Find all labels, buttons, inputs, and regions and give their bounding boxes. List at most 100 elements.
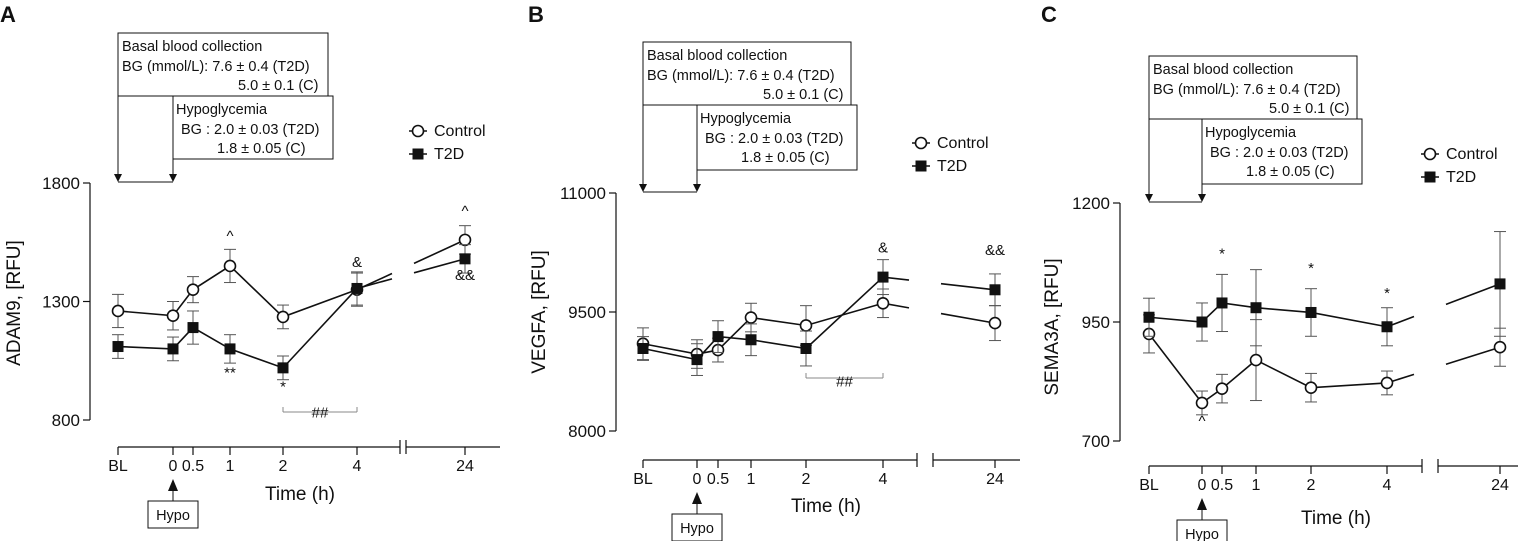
basal-bg-control: 5.0 ± 0.1 (C)	[238, 78, 319, 94]
significance-label: ##	[836, 374, 853, 391]
data-point-t2d	[1196, 316, 1208, 328]
series-line	[940, 312, 996, 324]
legend-t2d-label: T2D	[434, 146, 464, 163]
panel-letter: C	[1041, 2, 1057, 27]
x-tick-label: BL	[633, 471, 653, 488]
significance-label: ^	[1198, 413, 1205, 430]
data-point-control	[988, 316, 1002, 330]
x-tick-label: 0.5	[182, 458, 204, 475]
significance-label: *	[280, 379, 286, 396]
basal-bg-control: 5.0 ± 0.1 (C)	[763, 87, 844, 103]
y-tick-label: 700	[1082, 432, 1110, 451]
basal-bg-t2d: BG (mmol/L): 7.6 ± 0.4 (T2D)	[647, 68, 835, 84]
series-line	[117, 264, 358, 318]
x-tick-label: 4	[1383, 477, 1392, 494]
series-t2d	[1143, 231, 1506, 347]
hypo-bg-t2d: BG : 2.0 ± 0.03 (T2D)	[1210, 145, 1349, 161]
hypo-label: Hypo	[680, 521, 714, 537]
y-tick-label: 9500	[568, 303, 606, 322]
hypo-bg-t2d: BG : 2.0 ± 0.03 (T2D)	[181, 122, 320, 138]
significance-label: *	[1384, 285, 1390, 302]
data-point-t2d	[224, 343, 236, 355]
series-control	[1142, 314, 1507, 416]
series-line	[1445, 283, 1501, 306]
data-point-t2d	[1494, 278, 1506, 290]
x-tick-label: 4	[353, 458, 362, 475]
timeline-arrow-icon	[1198, 194, 1206, 202]
data-point-t2d	[277, 362, 289, 374]
x-tick-label: BL	[108, 458, 128, 475]
legend-t2d-marker	[915, 160, 927, 172]
hypo-arrow-icon	[1197, 498, 1207, 510]
data-point-t2d	[745, 334, 757, 346]
legend-control-marker	[411, 124, 425, 138]
panel-letter: B	[528, 2, 544, 27]
timeline-arrow-icon	[693, 184, 701, 192]
basal-info-box	[642, 41, 852, 106]
hypo-title: Hypoglycemia	[176, 102, 268, 118]
basal-title: Basal blood collection	[122, 39, 262, 55]
panel-adam9: A ADAM9, [RFU] Time (h) 800 1300 1800 BL 0 0.…	[0, 2, 500, 529]
basal-title: Basal blood collection	[1153, 62, 1293, 78]
timeline-arrow-icon	[114, 174, 122, 182]
x-tick-label: 4	[879, 471, 888, 488]
series-line	[1445, 346, 1501, 366]
series-line	[642, 302, 884, 355]
significance-label: &	[878, 240, 888, 257]
legend-t2d-marker	[1424, 171, 1436, 183]
data-point-control	[1249, 353, 1263, 367]
series-line	[413, 258, 466, 274]
series-line	[356, 278, 393, 290]
series-control	[111, 225, 472, 331]
y-tick-label: 11000	[560, 184, 606, 203]
hypo-bg-t2d: BG : 2.0 ± 0.03 (T2D)	[705, 131, 844, 147]
data-point-t2d	[712, 331, 724, 343]
data-point-control	[1195, 396, 1209, 410]
data-point-t2d	[459, 253, 471, 265]
data-point-t2d	[1250, 302, 1262, 314]
x-axis-label: Time (h)	[791, 496, 861, 517]
hypo-label-box	[1176, 519, 1228, 541]
series-control	[636, 288, 1002, 369]
hypo-info-box	[1201, 118, 1363, 185]
x-axis-label: Time (h)	[265, 484, 335, 505]
x-tick-label: 1	[747, 471, 756, 488]
x-tick-label: 2	[1307, 477, 1316, 494]
data-point-t2d	[691, 354, 703, 366]
panel-letter: A	[0, 2, 16, 27]
y-tick-label: 8000	[568, 422, 606, 441]
data-point-control	[744, 311, 758, 324]
legend-control-label: Control	[937, 135, 989, 152]
x-tick-label: 0.5	[1211, 477, 1233, 494]
hypo-label: Hypo	[156, 508, 190, 524]
legend-t2d-marker	[412, 148, 424, 160]
y-tick-label: 1800	[42, 174, 80, 193]
data-point-control	[1493, 340, 1507, 354]
data-point-control	[223, 259, 237, 273]
x-tick-label: 0	[693, 471, 702, 488]
data-point-control	[166, 309, 180, 323]
timeline-arrow-icon	[1145, 194, 1153, 202]
data-point-t2d	[989, 284, 1001, 296]
x-tick-label: 2	[279, 458, 288, 475]
significance-label: **	[224, 364, 236, 381]
data-point-t2d	[187, 322, 199, 334]
series-line	[1148, 333, 1388, 405]
significance-label: &&	[985, 242, 1005, 259]
data-point-t2d	[637, 342, 649, 354]
series-line	[413, 239, 466, 265]
legend-control-label: Control	[434, 123, 486, 140]
data-point-t2d	[167, 343, 179, 355]
x-tick-label: BL	[1139, 477, 1159, 494]
hypo-title: Hypoglycemia	[1205, 125, 1297, 141]
x-tick-label: 0.5	[707, 471, 729, 488]
x-tick-label: 24	[986, 471, 1004, 488]
basal-info-box	[1148, 55, 1358, 120]
data-point-control	[1215, 382, 1229, 395]
hypo-bg-control: 1.8 ± 0.05 (C)	[1246, 164, 1335, 180]
panel-sema3a: C SEMA3A, [RFU] Time (h) 700 950 1200 BL 0 0.…	[1041, 2, 1518, 541]
x-tick-label: 24	[456, 458, 474, 475]
significance-label: *	[1308, 260, 1314, 277]
y-axis-label: SEMA3A, [RFU]	[1042, 258, 1063, 395]
